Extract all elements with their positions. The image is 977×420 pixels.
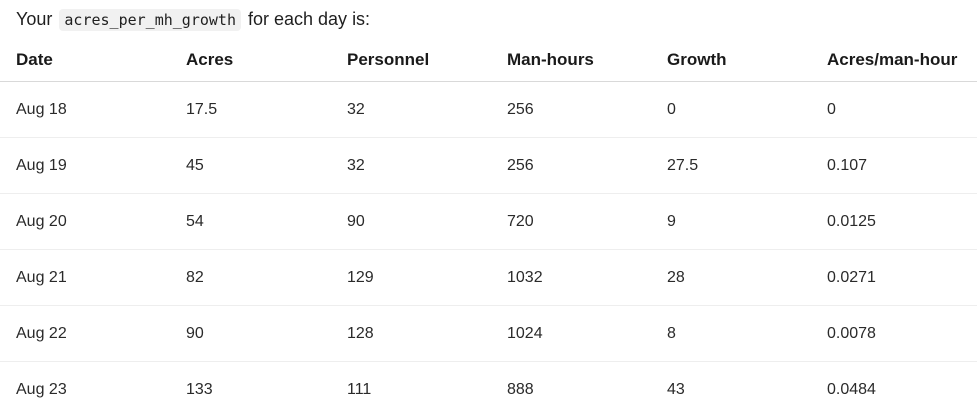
intro-suffix: for each day is: — [248, 9, 371, 29]
table-row: Aug 23 133 111 888 43 0.0484 — [0, 362, 977, 418]
growth-table: Date Acres Personnel Man-hours Growth Ac… — [0, 38, 977, 417]
cell-acres-per-man-hour: 0.107 — [811, 137, 977, 194]
header-date: Date — [0, 38, 170, 82]
table-row: Aug 19 45 32 256 27.5 0.107 — [0, 137, 977, 194]
cell-date: Aug 19 — [0, 137, 170, 194]
header-man-hours: Man-hours — [491, 38, 651, 82]
table-row: Aug 22 90 128 1024 8 0.0078 — [0, 305, 977, 362]
header-row: Date Acres Personnel Man-hours Growth Ac… — [0, 38, 977, 82]
cell-growth: 0 — [651, 81, 811, 138]
table-header: Date Acres Personnel Man-hours Growth Ac… — [0, 38, 977, 82]
cell-personnel: 32 — [331, 137, 491, 194]
cell-date: Aug 22 — [0, 305, 170, 362]
cell-acres-per-man-hour: 0.0484 — [827, 380, 876, 398]
cell-acres-per-man-hour: 0 — [811, 81, 977, 138]
cell-growth: 27.5 — [651, 137, 811, 194]
cell-growth: 9 — [651, 193, 811, 250]
cell-man-hours: 1024 — [491, 305, 651, 362]
cell-date: Aug 23 — [16, 380, 67, 398]
cell-date: Aug 20 — [0, 193, 170, 250]
cell-growth: 28 — [651, 249, 811, 306]
header-acres: Acres — [170, 38, 331, 82]
cell-personnel: 111 — [347, 380, 372, 398]
cell-man-hours: 1032 — [491, 249, 651, 306]
table-body: Aug 18 17.5 32 256 0 0 Aug 19 45 32 256 … — [0, 81, 977, 418]
cell-man-hours: 720 — [491, 193, 651, 250]
cell-personnel: 90 — [331, 193, 491, 250]
cell-acres: 54 — [170, 193, 331, 250]
cell-man-hours: 256 — [491, 81, 651, 138]
cell-growth: 43 — [667, 380, 685, 398]
cell-acres-per-man-hour: 0.0271 — [811, 249, 977, 306]
cell-date: Aug 18 — [0, 81, 170, 138]
cell-growth: 8 — [651, 305, 811, 362]
intro-prefix: Your — [16, 9, 53, 29]
cell-man-hours: 888 — [507, 380, 534, 398]
header-growth: Growth — [651, 38, 811, 82]
cell-acres: 90 — [170, 305, 331, 362]
cell-personnel: 32 — [331, 81, 491, 138]
table-row: Aug 20 54 90 720 9 0.0125 — [0, 193, 977, 250]
cell-date: Aug 21 — [0, 249, 170, 306]
cell-acres-per-man-hour: 0.0078 — [811, 305, 977, 362]
cell-acres-per-man-hour: 0.0125 — [811, 193, 977, 250]
cell-personnel: 128 — [331, 305, 491, 362]
table-row: Aug 21 82 129 1032 28 0.0271 — [0, 249, 977, 306]
cell-acres: 17.5 — [170, 81, 331, 138]
table-row: Aug 18 17.5 32 256 0 0 — [0, 81, 977, 138]
cell-acres: 82 — [170, 249, 331, 306]
inline-code-variable: acres_per_mh_growth — [59, 9, 241, 31]
header-personnel: Personnel — [331, 38, 491, 82]
cell-acres: 133 — [186, 380, 213, 398]
cell-personnel: 129 — [331, 249, 491, 306]
intro-sentence: Your acres_per_mh_growth for each day is… — [16, 6, 370, 33]
cell-acres: 45 — [170, 137, 331, 194]
cell-man-hours: 256 — [491, 137, 651, 194]
header-acres-per-man-hour: Acres/man-hour — [811, 38, 977, 82]
